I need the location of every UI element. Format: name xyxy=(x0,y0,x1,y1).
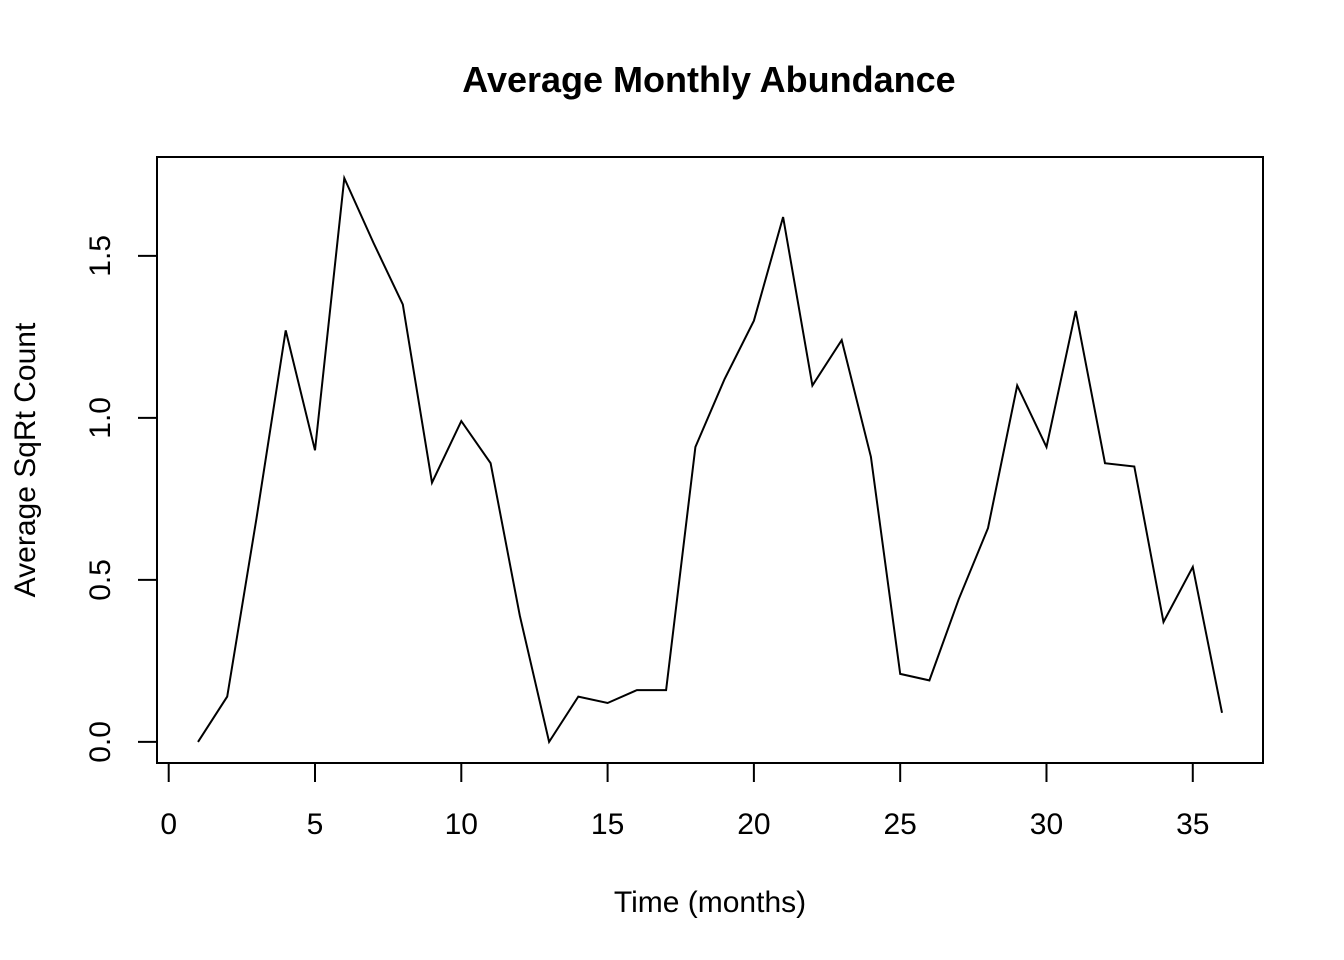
x-axis: 0 5 10 15 20 25 30 35 xyxy=(160,762,1209,841)
series-layer xyxy=(197,174,1223,745)
y-tick-label: 1.5 xyxy=(84,235,117,277)
x-tick-label: 5 xyxy=(307,808,324,841)
y-axis: 0.0 0.5 1.0 1.5 xyxy=(84,235,158,763)
y-tick-label: 0.5 xyxy=(84,559,117,601)
x-tick-label: 30 xyxy=(1030,808,1063,841)
x-tick-label: 35 xyxy=(1176,808,1209,841)
plot-frame xyxy=(156,156,1264,764)
x-tick-label: 15 xyxy=(591,808,624,841)
y-axis-label: Average SqRt Count xyxy=(9,322,42,597)
y-tick-label: 0.0 xyxy=(84,721,117,763)
x-axis-label: Time (months) xyxy=(614,886,806,919)
y-tick-label: 1.0 xyxy=(84,397,117,439)
x-tick-label: 25 xyxy=(883,808,916,841)
chart-title: Average Monthly Abundance xyxy=(462,59,955,100)
x-tick-label: 20 xyxy=(737,808,770,841)
series-line xyxy=(197,174,1223,745)
x-tick-label: 10 xyxy=(445,808,478,841)
x-tick-label: 0 xyxy=(160,808,177,841)
